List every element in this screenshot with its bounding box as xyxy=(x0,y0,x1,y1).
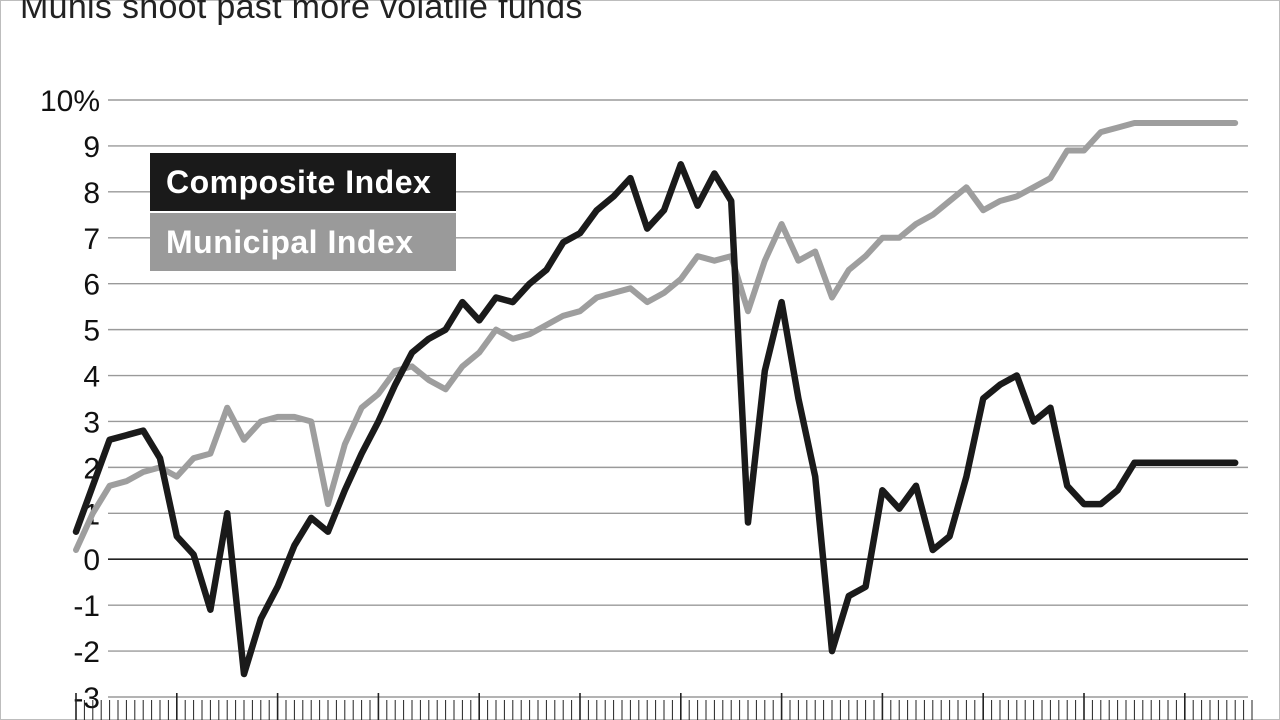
municipal-index-line xyxy=(73,120,1239,553)
y-tick-label: 3 xyxy=(83,406,100,439)
legend-municipal: Municipal Index xyxy=(150,213,456,271)
y-tick-label: 10% xyxy=(40,85,100,118)
gridlines xyxy=(108,99,1248,698)
y-tick-label: -3 xyxy=(73,682,100,715)
chart-title: Munis shoot past more volatile funds xyxy=(20,0,583,26)
y-tick-label: 0 xyxy=(83,544,100,577)
y-tick-label: 8 xyxy=(83,177,100,210)
y-tick-label: 7 xyxy=(83,223,100,256)
y-tick-label: -2 xyxy=(73,636,100,669)
y-tick-label: 9 xyxy=(83,131,100,164)
composite-index-line xyxy=(72,161,1239,678)
y-tick-label: -1 xyxy=(73,590,100,623)
legend-composite: Composite Index xyxy=(150,153,456,211)
series-lines xyxy=(72,120,1239,678)
y-tick-label: 5 xyxy=(83,315,100,348)
y-tick-label: 6 xyxy=(83,269,100,302)
y-tick-label: 4 xyxy=(83,361,100,394)
x-axis-ticks xyxy=(75,693,1253,720)
